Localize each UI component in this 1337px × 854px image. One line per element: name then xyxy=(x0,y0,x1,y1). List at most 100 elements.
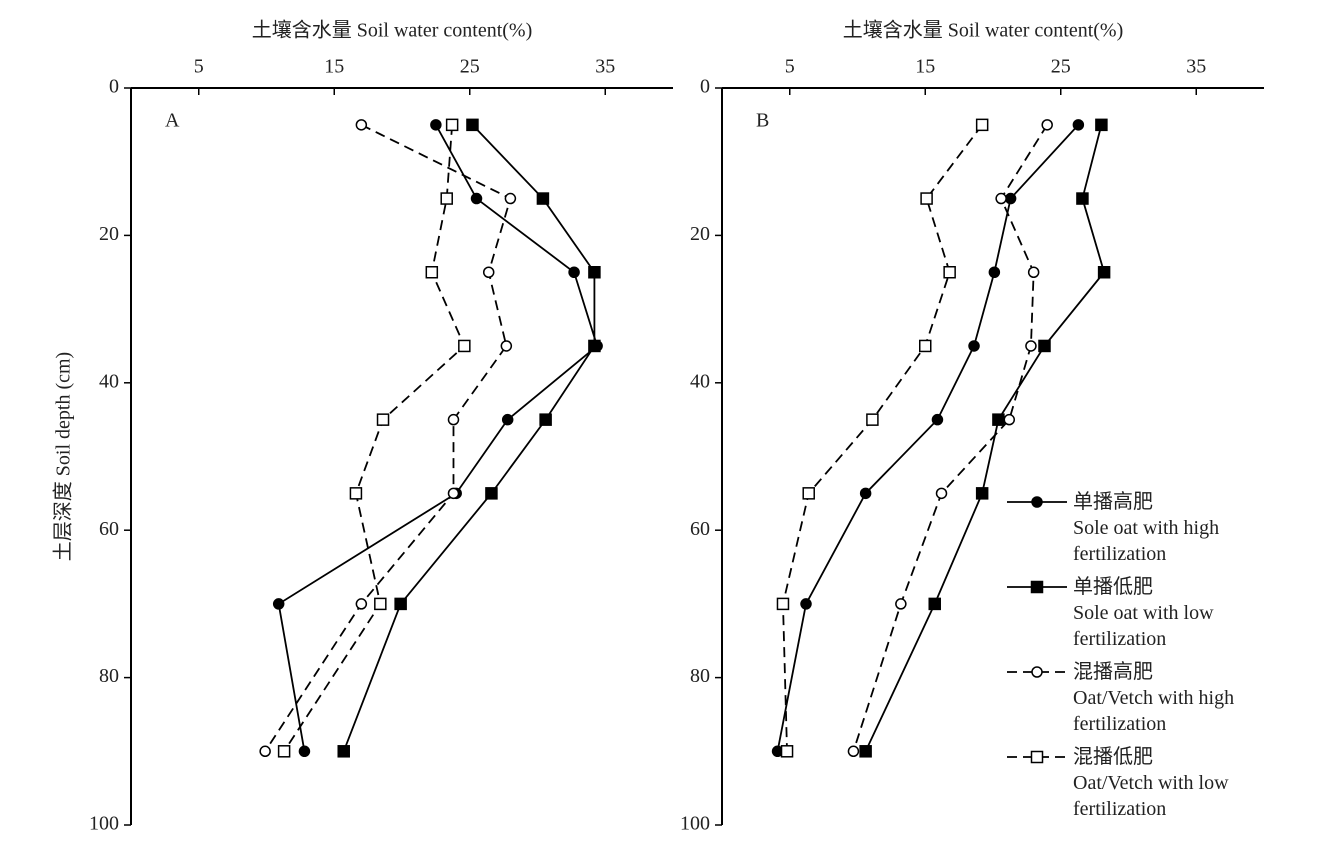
marker xyxy=(800,598,812,610)
y-tick-label: 40 xyxy=(99,370,119,392)
marker xyxy=(1030,580,1044,594)
panel-label: B xyxy=(756,110,769,132)
x-tick-label: 15 xyxy=(915,56,935,78)
legend-label: 单播低肥 xyxy=(1073,576,1153,598)
marker xyxy=(355,119,368,131)
marker xyxy=(394,597,407,611)
legend-swatch xyxy=(1007,750,1067,764)
marker xyxy=(337,745,350,758)
marker xyxy=(539,413,552,426)
marker xyxy=(485,487,498,500)
legend-entry: 单播低肥 Sole oat with low fertilization xyxy=(1005,574,1258,652)
marker xyxy=(975,487,989,500)
x-axis-title: 土壤含水量 Soil water content(%) xyxy=(843,19,1124,42)
marker xyxy=(536,192,550,205)
marker xyxy=(1025,340,1037,352)
legend-label-en: Sole oat with low fertilization xyxy=(1073,602,1214,650)
marker xyxy=(802,487,815,500)
series-line xyxy=(782,124,983,752)
marker xyxy=(776,597,790,611)
marker xyxy=(440,192,453,205)
y-tick-label: 40 xyxy=(690,370,710,392)
y-tick-label: 0 xyxy=(109,76,119,98)
marker xyxy=(988,266,1001,278)
marker xyxy=(355,598,368,610)
marker xyxy=(931,413,944,426)
marker xyxy=(430,119,442,131)
marker xyxy=(995,192,1007,205)
legend-swatch xyxy=(1007,496,1067,508)
marker xyxy=(272,598,285,610)
legend-label-en: Sole oat with high fertilization xyxy=(1073,517,1220,565)
marker xyxy=(470,192,483,205)
marker xyxy=(588,266,601,279)
series-line xyxy=(864,124,1106,752)
marker xyxy=(425,266,439,279)
legend-label-en: Oat/Vetch with low fertilization xyxy=(1073,772,1229,820)
marker xyxy=(447,413,460,426)
marker xyxy=(298,745,311,758)
marker xyxy=(919,339,932,353)
marker xyxy=(859,745,872,758)
marker xyxy=(447,487,460,500)
y-tick-label: 20 xyxy=(99,223,119,245)
series-line xyxy=(283,124,466,752)
marker xyxy=(1030,750,1044,764)
x-tick-label: 25 xyxy=(460,56,480,78)
x-tick-label: 5 xyxy=(785,56,795,78)
y-tick-label: 60 xyxy=(99,518,119,540)
series-line xyxy=(264,124,512,752)
legend-entry: 混播高肥 Oat/Vetch with high fertilization xyxy=(1005,659,1258,737)
marker xyxy=(859,487,872,500)
marker xyxy=(1072,119,1085,131)
panel-label: A xyxy=(165,110,180,132)
marker xyxy=(1004,192,1017,205)
legend-entry: 混播低肥 Oat/Vetch with low fertilization xyxy=(1005,744,1258,822)
legend-swatch xyxy=(1007,580,1067,594)
x-tick-label: 25 xyxy=(1051,56,1071,78)
marker xyxy=(1038,339,1051,353)
marker xyxy=(935,487,948,500)
marker xyxy=(928,597,941,611)
marker xyxy=(376,413,390,426)
marker xyxy=(277,745,291,758)
legend-label: 混播高肥 xyxy=(1073,661,1153,683)
marker xyxy=(482,266,495,278)
marker xyxy=(920,192,933,205)
y-tick-label: 20 xyxy=(690,223,710,245)
y-tick-label: 60 xyxy=(690,518,710,540)
marker xyxy=(445,118,459,132)
marker xyxy=(588,339,601,353)
marker xyxy=(568,266,580,278)
series-line xyxy=(342,124,596,752)
series-line xyxy=(776,124,1080,752)
marker xyxy=(780,745,794,758)
y-tick-label: 100 xyxy=(89,813,119,835)
legend-swatch xyxy=(1007,666,1067,678)
marker xyxy=(466,118,479,132)
marker xyxy=(847,745,860,758)
series-line xyxy=(852,124,1048,752)
legend-label: 混播低肥 xyxy=(1073,746,1153,768)
marker xyxy=(1031,496,1043,508)
legend-entry: 单播高肥 Sole oat with high fertilization xyxy=(1005,489,1258,567)
x-tick-label: 35 xyxy=(1186,56,1206,78)
marker xyxy=(259,745,271,758)
x-tick-label: 35 xyxy=(595,56,615,78)
marker xyxy=(1076,192,1089,205)
y-tick-label: 100 xyxy=(680,813,710,835)
y-tick-label: 80 xyxy=(690,665,710,687)
y-tick-label: 0 xyxy=(700,76,710,98)
marker xyxy=(349,487,363,500)
marker xyxy=(1095,118,1108,132)
y-axis-title: 土层深度 Soil depth (cm) xyxy=(52,352,75,561)
marker xyxy=(500,340,513,352)
marker xyxy=(504,192,517,205)
x-tick-label: 15 xyxy=(324,56,344,78)
marker xyxy=(501,413,514,426)
y-tick-label: 80 xyxy=(99,665,119,687)
marker xyxy=(1027,266,1040,278)
marker xyxy=(1031,666,1043,678)
series-line xyxy=(277,124,599,752)
